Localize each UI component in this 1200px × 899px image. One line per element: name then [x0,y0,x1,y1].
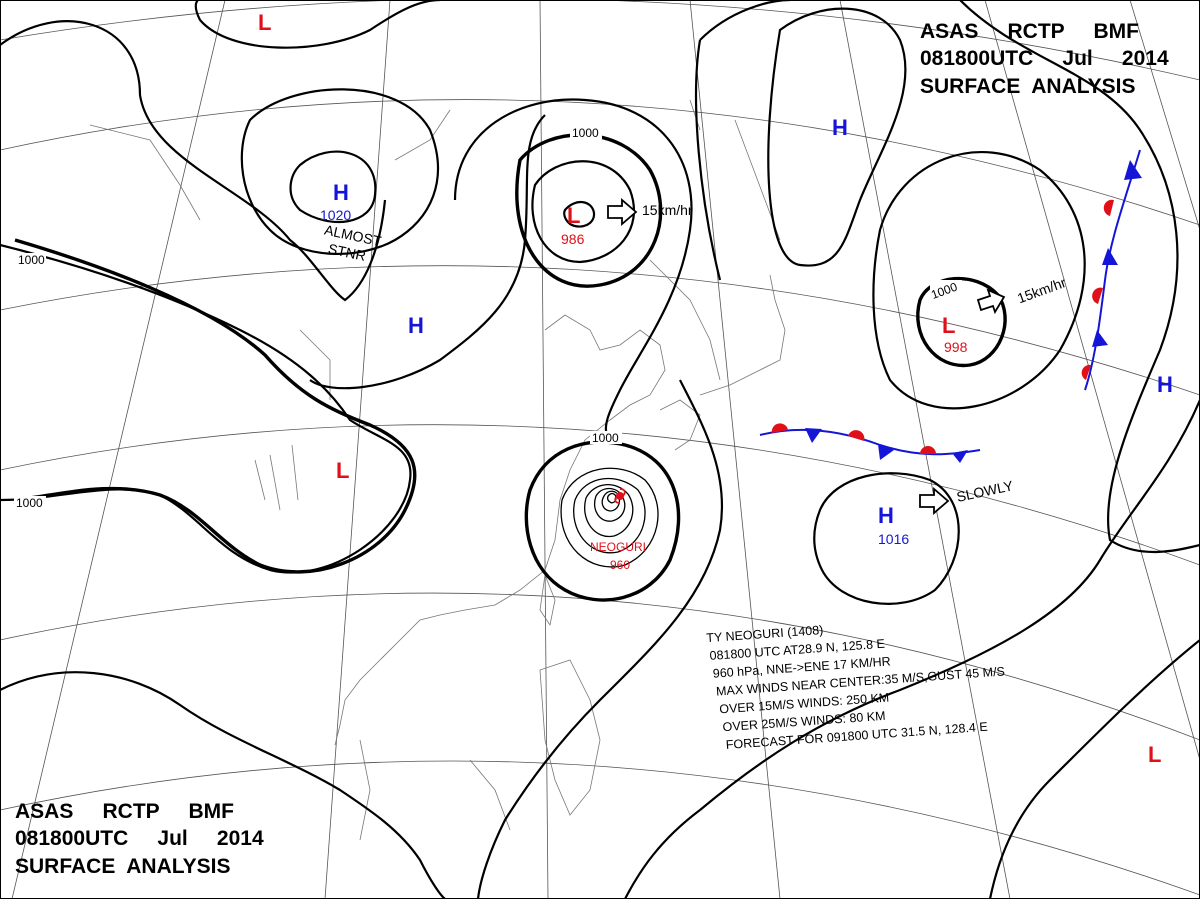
header-line-1: ASAS RCTP BMF [15,800,234,823]
stationary-note-line2: STNR [327,240,368,264]
system-high-pressure: 1020 [320,207,351,223]
system-low-pressure: 986 [561,231,585,247]
system-high-label: H [333,180,349,205]
motion-arrow-low-east [976,288,1006,315]
system-high-pressure: 1016 [878,531,909,547]
motion-arrow-high-south [919,487,950,515]
isobar-label-low-north: 1000 [572,126,599,140]
isobar-label-west-top: 1000 [18,253,45,267]
system-high-label: H [832,115,848,140]
header-line-2: 081800UTC Jul 2014 [15,827,264,850]
motion-label-low-north: 15km/hr [642,202,693,218]
header-line-2: 081800UTC Jul 2014 [920,47,1169,70]
system-high-label: H [408,313,424,338]
pressure-systems: L H 1020 H L 986 H L 998 H L H 1016 L [258,10,1173,767]
motion-label-low-east: 15km/hr [1015,274,1068,306]
system-high-label: H [878,503,894,528]
system-low-label: L [1148,742,1161,767]
isobar-label-typhoon: 1000 [592,431,619,445]
isobar-label-west-bottom: 1000 [16,496,43,510]
system-low-label: L [336,458,349,483]
typhoon-symbol [614,488,626,504]
header-line-3: SURFACE ANALYSIS [15,855,231,878]
system-low-label: L [258,10,271,35]
header-top-right: ASAS RCTP BMF 081800UTC Jul 2014 SURFACE… [920,20,1169,98]
motion-label-high-south: SLOWLY [955,477,1015,505]
header-line-1: ASAS RCTP BMF [920,20,1139,43]
system-low-label: L [942,313,955,338]
occluded-front [1081,149,1142,391]
system-low-pressure: 998 [944,339,968,355]
stationary-front [759,423,981,463]
header-line-3: SURFACE ANALYSIS [920,75,1136,98]
header-bottom-left: ASAS RCTP BMF 081800UTC Jul 2014 SURFACE… [15,800,264,878]
motion-arrows [607,198,1006,515]
coastlines [89,99,786,841]
system-low-label: L [567,203,580,228]
typhoon-info-block: TY NEOGURI (1408) 081800 UTC AT28.9 N, 1… [706,623,1005,752]
typhoon-pressure: 960 [610,558,630,572]
system-high-label: H [1157,372,1173,397]
typhoon-name: NEOGURI [590,540,646,554]
motion-arrow-low-north [607,198,638,226]
